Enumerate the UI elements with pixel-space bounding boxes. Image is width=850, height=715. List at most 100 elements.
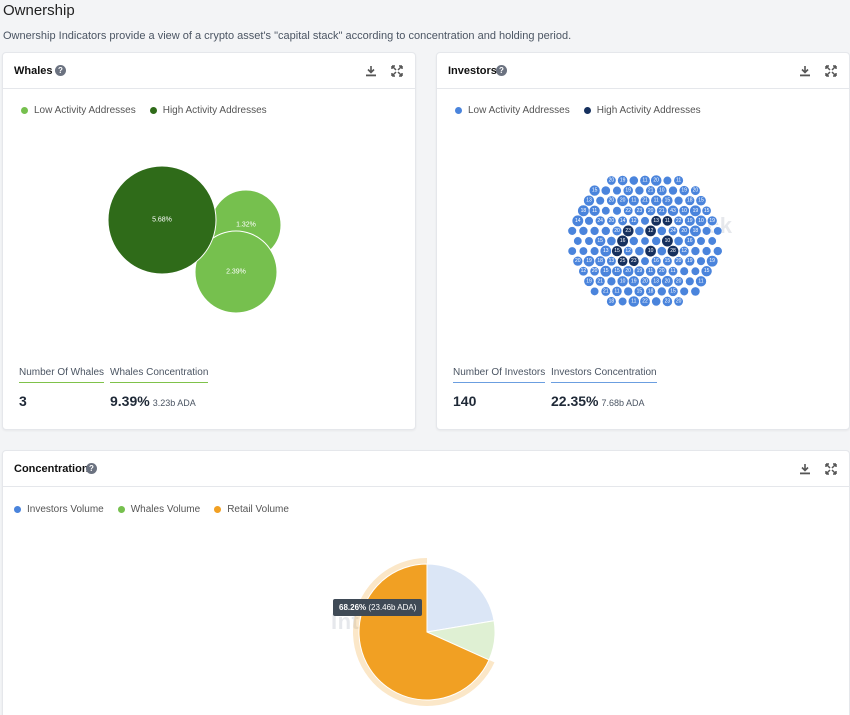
investor-bubble[interactable]: 10 [656,185,668,197]
investor-bubble[interactable] [584,236,594,246]
investor-bubble[interactable] [567,246,577,256]
investor-bubble[interactable] [713,246,723,256]
investor-bubble[interactable]: 11 [628,195,640,207]
investor-bubble[interactable]: 11 [645,265,656,277]
investor-bubble[interactable]: 20 [690,185,701,196]
investor-bubble[interactable]: 22 [639,295,651,307]
investor-bubble[interactable]: 20 [661,275,674,288]
investor-bubble[interactable]: 12 [644,224,657,237]
investor-bubble[interactable] [606,276,617,287]
download-icon[interactable] [798,64,812,78]
investor-bubble[interactable] [629,236,639,246]
investor-bubble[interactable]: 20 [606,195,617,206]
investor-bubble[interactable]: 23 [628,255,640,267]
investor-bubble[interactable] [640,216,650,226]
investor-bubble[interactable] [589,246,600,256]
investor-bubble[interactable] [696,236,706,246]
investor-bubble[interactable] [584,216,594,226]
investor-bubble[interactable]: 20 [639,276,651,287]
expand-icon[interactable] [824,462,838,476]
investor-bubble[interactable]: 19 [633,265,645,277]
investor-bubble[interactable]: 20 [616,194,629,207]
investor-bubble[interactable] [601,226,611,236]
pie-slice-retail[interactable] [358,563,490,701]
investor-bubble[interactable]: 22 [673,215,684,226]
investor-bubble[interactable] [651,296,662,307]
investor-bubble[interactable] [662,175,672,186]
investor-bubble[interactable]: 11 [667,266,679,277]
investor-bubble[interactable] [657,286,667,297]
investor-bubble[interactable]: 23 [622,224,635,237]
expand-icon[interactable] [824,64,838,78]
investor-bubble[interactable]: 19 [583,255,595,268]
investor-bubble[interactable] [656,226,667,236]
investor-bubble[interactable]: 23 [661,296,673,307]
investor-bubble[interactable]: 23 [634,205,645,217]
investor-bubble[interactable]: 15 [701,205,712,216]
legend-item-investors-volume[interactable]: Investors Volume [14,504,104,515]
investor-bubble[interactable]: 19 [706,255,719,268]
investor-bubble[interactable] [685,276,695,286]
investor-bubble[interactable] [668,185,678,196]
investor-bubble[interactable]: 19 [684,215,696,227]
investor-bubble[interactable] [673,236,684,246]
investor-bubble[interactable]: 11 [639,175,651,187]
investor-bubble[interactable]: 19 [684,255,696,267]
investor-bubble[interactable]: 20 [611,225,623,237]
investor-bubble[interactable]: 12 [679,245,690,257]
investor-bubble[interactable] [606,236,617,246]
investor-bubble[interactable] [567,226,577,236]
investor-bubble[interactable] [701,246,712,256]
investor-bubble[interactable]: 12 [578,266,589,277]
investor-bubble[interactable] [623,286,634,297]
investor-bubble[interactable]: 18 [689,224,702,237]
investor-bubble[interactable]: 15 [633,285,645,297]
investor-bubble[interactable]: 11 [611,286,623,297]
investor-bubble[interactable]: 25 [617,255,629,267]
investor-bubble[interactable]: 21 [645,185,656,196]
investor-bubble[interactable]: 18 [606,296,617,307]
investor-bubble[interactable] [701,226,712,236]
investor-bubble[interactable]: 19 [678,185,690,196]
investor-bubble[interactable]: 13 [650,215,662,227]
legend-item-high-activity[interactable]: High Activity Addresses [149,105,267,116]
investor-bubble[interactable]: 14 [617,215,628,226]
investor-bubble[interactable] [707,236,717,246]
investor-bubble[interactable]: 11 [673,175,684,186]
investor-bubble[interactable]: 18 [684,195,696,206]
investor-bubble[interactable]: 11 [650,194,662,207]
investor-bubble[interactable]: 15 [588,184,601,197]
investor-bubble[interactable]: 20 [645,205,656,217]
investor-bubble[interactable] [696,256,706,266]
investor-bubble[interactable] [578,246,588,256]
investor-bubble[interactable]: 10 [616,275,629,288]
help-icon[interactable]: ? [496,65,507,76]
investor-bubble[interactable]: 16 [684,235,696,247]
investor-bubble[interactable]: 19 [617,175,629,186]
investor-bubble[interactable]: 20 [673,296,684,307]
investor-bubble[interactable]: 15 [599,265,612,278]
investor-bubble[interactable] [679,286,689,297]
investor-bubble[interactable]: 10 [661,234,674,248]
investor-bubble[interactable]: 20 [589,266,600,277]
investor-bubble[interactable] [612,206,622,216]
investor-bubble[interactable]: 10 [695,214,707,227]
investor-bubble[interactable]: 14 [571,214,584,227]
investor-bubble[interactable]: 16 [651,255,662,267]
investor-bubble[interactable] [578,226,589,236]
investor-bubble[interactable] [634,246,645,256]
investor-bubble[interactable] [640,236,650,246]
legend-item-low-activity[interactable]: Low Activity Addresses [455,105,570,116]
investor-bubble[interactable]: 19 [689,204,702,217]
whale-bubble[interactable]: 2.39% [194,230,278,314]
help-icon[interactable]: ? [55,65,66,76]
investor-bubble[interactable]: 20 [678,225,690,237]
investor-bubble[interactable]: 28 [667,245,679,258]
investor-bubble[interactable] [573,236,583,246]
help-icon[interactable]: ? [86,463,97,474]
investor-bubble[interactable] [612,185,622,196]
investor-bubble[interactable]: 20 [673,276,684,287]
download-icon[interactable] [798,462,812,476]
legend-item-retail-volume[interactable]: Retail Volume [214,504,289,515]
investor-bubble[interactable] [673,195,684,206]
